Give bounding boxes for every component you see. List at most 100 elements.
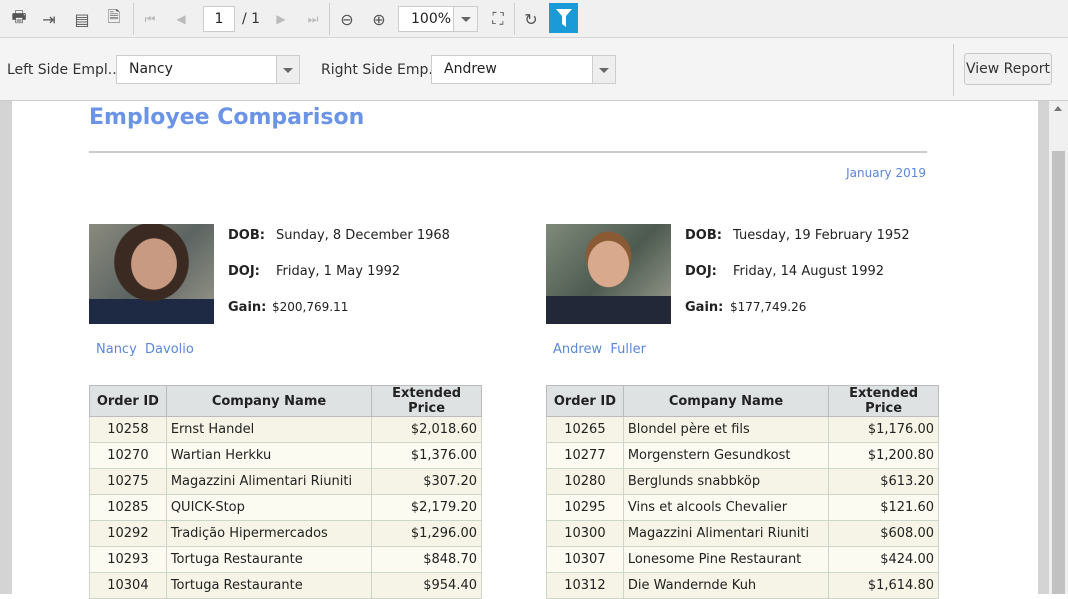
divider: [89, 151, 927, 153]
right-orders-table: Order ID Company Name Extended Price 10265 B…: [546, 385, 939, 599]
doj-label: DOJ:: [685, 264, 717, 279]
gain-label: Gain:: [685, 300, 724, 315]
export-icon[interactable]: ⇥: [42, 9, 56, 29]
table-cell: Die Wandernde Kuh: [622, 572, 830, 599]
page-number-input[interactable]: 1: [203, 6, 235, 32]
table-row: 10277 Morgenstern Gesundkost $1,200.80: [546, 442, 939, 469]
left-doj: Friday, 1 May 1992: [276, 264, 401, 279]
zoom-out-icon[interactable]: ⊖: [340, 9, 354, 29]
right-doj: Friday, 14 August 1992: [733, 264, 885, 279]
right-employee-photo: [546, 224, 671, 324]
table-cell: 10312: [546, 572, 624, 599]
column-header[interactable]: Company Name: [165, 385, 373, 417]
column-header[interactable]: Order ID: [89, 385, 167, 417]
scroll-up-icon[interactable]: [1054, 106, 1062, 111]
table-row: 10312 Die Wandernde Kuh $1,614.80: [546, 572, 939, 599]
left-employee-select[interactable]: Nancy: [116, 55, 300, 84]
right-employee-value: Andrew: [444, 61, 497, 77]
table-cell: 10292: [89, 520, 167, 547]
dob-label: DOB:: [228, 228, 265, 243]
dob-label: DOB:: [685, 228, 722, 243]
table-cell: Berglunds snabbköp: [622, 468, 830, 495]
page-total: / 1: [242, 11, 261, 27]
print-icon[interactable]: 🖶: [11, 6, 27, 26]
table-cell: 10277: [546, 442, 624, 469]
table-row: 10265 Blondel père et fils $1,176.00: [546, 416, 939, 443]
table-cell: 10293: [89, 546, 167, 573]
toolbar: 🖶 ⇥ ▤ 🗎 ⏮ ◀ 1 / 1 ▶ ⏭ ⊖ ⊕ 100% ⛶ ↻: [0, 0, 1068, 38]
table-cell: $424.00: [828, 546, 939, 573]
table-cell: Vins et alcools Chevalier: [622, 494, 830, 521]
vertical-scrollbar[interactable]: [1049, 101, 1068, 594]
table-cell: $2,179.20: [371, 494, 482, 521]
column-header[interactable]: Extended Price: [371, 385, 482, 417]
right-employee-name: Andrew Fuller: [553, 342, 646, 357]
table-cell: $1,614.80: [828, 572, 939, 599]
table-cell: Morgenstern Gesundkost: [622, 442, 830, 469]
table-cell: $307.20: [371, 468, 482, 495]
table-cell: Tradição Hipermercados: [165, 520, 373, 547]
left-orders-table: Order ID Company Name Extended Price 10258 E…: [89, 385, 482, 599]
table-cell: $954.40: [371, 572, 482, 599]
column-header[interactable]: Company Name: [622, 385, 830, 417]
left-employee-label: Left Side Empl...: [7, 62, 122, 78]
page-setup-icon[interactable]: 🗎: [107, 6, 121, 26]
table-header: Order ID Company Name Extended Price: [89, 385, 482, 417]
table-cell: Wartian Herkku: [165, 442, 373, 469]
table-cell: Blondel père et fils: [622, 416, 830, 443]
table-cell: $613.20: [828, 468, 939, 495]
table-cell: $608.00: [828, 520, 939, 547]
table-cell: $848.70: [371, 546, 482, 573]
table-cell: Tortuga Restaurante: [165, 572, 373, 599]
table-cell: QUICK-Stop: [165, 494, 373, 521]
table-cell: 10295: [546, 494, 624, 521]
table-cell: 10285: [89, 494, 167, 521]
first-page-icon[interactable]: ⏮: [144, 11, 156, 26]
refresh-icon[interactable]: ↻: [524, 9, 538, 29]
gain-label: Gain:: [228, 300, 267, 315]
table-cell: $2,018.60: [371, 416, 482, 443]
table-cell: 10265: [546, 416, 624, 443]
doj-label: DOJ:: [228, 264, 260, 279]
column-header[interactable]: Extended Price: [828, 385, 939, 417]
right-employee-label: Right Side Emp...: [321, 62, 442, 78]
table-header: Order ID Company Name Extended Price: [546, 385, 939, 417]
zoom-select[interactable]: 100%: [398, 6, 478, 32]
next-page-icon[interactable]: ▶: [276, 12, 286, 26]
table-row: 10300 Magazzini Alimentari Riuniti $608.00: [546, 520, 939, 547]
table-row: 10304 Tortuga Restaurante $954.40: [89, 572, 482, 599]
table-cell: 10304: [89, 572, 167, 599]
parameters-panel: Left Side Empl... Nancy Right Side Emp..…: [0, 38, 1068, 101]
table-row: 10295 Vins et alcools Chevalier $121.60: [546, 494, 939, 521]
table-cell: 10258: [89, 416, 167, 443]
table-row: 10293 Tortuga Restaurante $848.70: [89, 546, 482, 573]
scrollbar-thumb[interactable]: [1052, 151, 1065, 594]
document-icon[interactable]: ▤: [74, 9, 90, 29]
table-row: 10285 QUICK-Stop $2,179.20: [89, 494, 482, 521]
table-cell: Lonesome Pine Restaurant: [622, 546, 830, 573]
right-employee-select[interactable]: Andrew: [431, 55, 616, 84]
column-header[interactable]: Order ID: [546, 385, 624, 417]
table-cell: Magazzini Alimentari Riuniti: [622, 520, 830, 547]
left-dob: Sunday, 8 December 1968: [276, 228, 450, 243]
zoom-value: 100%: [411, 11, 452, 27]
previous-page-icon[interactable]: ◀: [176, 12, 186, 26]
left-employee-name: Nancy Davolio: [96, 342, 194, 357]
table-row: 10307 Lonesome Pine Restaurant $424.00: [546, 546, 939, 573]
table-cell: $1,296.00: [371, 520, 482, 547]
table-row: 10258 Ernst Handel $2,018.60: [89, 416, 482, 443]
last-page-icon[interactable]: ⏭: [307, 11, 319, 26]
filter-icon: [555, 9, 572, 27]
table-cell: 10280: [546, 468, 624, 495]
filter-button[interactable]: [549, 3, 578, 33]
chevron-down-icon: [460, 17, 471, 22]
table-cell: Magazzini Alimentari Riuniti: [165, 468, 373, 495]
table-row: 10275 Magazzini Alimentari Riuniti $307.20: [89, 468, 482, 495]
table-cell: 10300: [546, 520, 624, 547]
zoom-in-icon[interactable]: ⊕: [372, 9, 386, 29]
view-report-button[interactable]: View Report: [964, 53, 1052, 85]
left-employee-value: Nancy: [129, 61, 173, 77]
table-row: 10280 Berglunds snabbköp $613.20: [546, 468, 939, 495]
table-cell: 10307: [546, 546, 624, 573]
fit-page-icon[interactable]: ⛶: [492, 9, 504, 28]
